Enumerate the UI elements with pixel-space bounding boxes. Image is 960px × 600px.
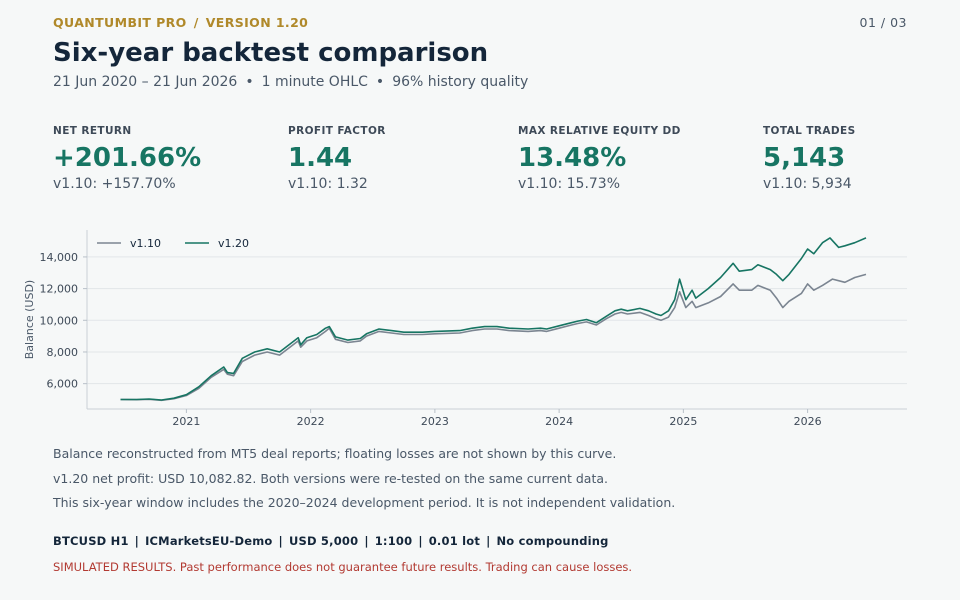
kpi-compare: v1.10: 15.73% xyxy=(518,176,621,192)
y-tick-label: 6,000 xyxy=(47,378,79,391)
subtitle-quality: 96% history quality xyxy=(392,74,529,90)
subtitle-bullet: • xyxy=(245,74,254,90)
spec-separator: | xyxy=(134,534,140,548)
spec-separator: | xyxy=(418,534,423,548)
kpi-label: NET RETURN xyxy=(53,125,132,137)
x-tick-label: 2022 xyxy=(297,415,325,428)
x-tick-label: 2025 xyxy=(669,415,697,428)
subtitle-model: 1 minute OHLC xyxy=(261,74,368,90)
kpi-label: TOTAL TRADES xyxy=(763,125,856,137)
kpi-total-trades: TOTAL TRADES 5,143 v1.10: 5,934 xyxy=(763,125,856,192)
kpi-value: 13.48% xyxy=(518,143,627,173)
spec-item: USD 5,000 xyxy=(288,534,359,548)
kpi-net-return: NET RETURN +201.66% v1.10: +157.70% xyxy=(53,125,201,192)
kpi-value: +201.66% xyxy=(53,143,202,173)
spec-item: 0.01 lot xyxy=(428,534,481,548)
spec-item: No compounding xyxy=(496,534,609,548)
risk-disclaimer: SIMULATED RESULTS. Past performance does… xyxy=(53,560,633,574)
series-line-v1-10 xyxy=(120,273,867,402)
kpi-compare: v1.10: 1.32 xyxy=(288,176,368,192)
spec-separator: | xyxy=(364,534,369,548)
note-net-profit: v1.20 net profit: USD 10,082.82. Both ve… xyxy=(53,471,608,486)
y-tick-label: 8,000 xyxy=(47,346,79,359)
series-line-v1-20 xyxy=(120,237,867,401)
x-tick-label: 2026 xyxy=(794,415,822,428)
spec-item: BTCUSD H1 xyxy=(53,534,129,548)
balance-chart: 6,000 8,000 10,000 12,000 14,000 2021 2022 2023… xyxy=(23,230,907,428)
y-tick-label: 10,000 xyxy=(40,314,79,327)
brand-version: VERSION 1.20 xyxy=(205,15,309,30)
kpi-value: 1.44 xyxy=(288,143,353,173)
page-indicator: 01 / 03 xyxy=(859,15,907,30)
page-title: Six-year backtest comparison xyxy=(53,38,489,68)
kpi-compare: v1.10: +157.70% xyxy=(53,176,176,192)
page-subtitle: 21 Jun 2020 – 21 Jun 2026 • 1 minute OHLC •… xyxy=(53,74,528,90)
kpi-value: 5,143 xyxy=(763,143,846,173)
spec-separator: | xyxy=(486,534,491,548)
test-specs: BTCUSD H1 | ICMarketsEU-Demo | USD 5,000 | 1:1… xyxy=(53,534,609,548)
kpi-compare: v1.10: 5,934 xyxy=(763,176,852,192)
note-validation: This six-year window includes the 2020–2… xyxy=(53,495,676,510)
kpi-max-drawdown: MAX RELATIVE EQUITY DD 13.48% v1.10: 15.… xyxy=(518,125,681,192)
axis-ticks: 6,000 8,000 10,000 12,000 14,000 2021 2022 2023… xyxy=(40,251,822,428)
brand-separator: / xyxy=(193,15,199,30)
spec-item: 1:100 xyxy=(374,534,413,548)
y-tick-label: 14,000 xyxy=(40,251,79,264)
kpi-label: PROFIT FACTOR xyxy=(288,125,386,137)
kpi-label: MAX RELATIVE EQUITY DD xyxy=(518,125,681,137)
legend-label: v1.10 xyxy=(130,237,161,250)
y-tick-label: 12,000 xyxy=(40,283,79,296)
y-axis-label: Balance (USD) xyxy=(23,280,36,359)
spec-item: ICMarketsEU-Demo xyxy=(145,534,273,548)
grid-lines xyxy=(87,256,907,385)
kpi-profit-factor: PROFIT FACTOR 1.44 v1.10: 1.32 xyxy=(288,125,386,192)
legend: v1.10 v1.20 xyxy=(97,237,249,250)
brand-line: QUANTUMBIT PRO / VERSION 1.20 xyxy=(53,15,308,30)
spec-separator: | xyxy=(278,534,283,548)
x-tick-label: 2024 xyxy=(545,415,573,428)
brand-name: QUANTUMBIT PRO xyxy=(53,15,187,30)
x-tick-label: 2021 xyxy=(172,415,200,428)
subtitle-bullet: • xyxy=(375,74,385,90)
subtitle-date-range: 21 Jun 2020 – 21 Jun 2026 xyxy=(53,74,238,90)
legend-label: v1.20 xyxy=(218,237,249,250)
note-balance-source: Balance reconstructed from MT5 deal repo… xyxy=(53,446,617,461)
x-tick-label: 2023 xyxy=(421,415,449,428)
series-lines xyxy=(120,237,867,402)
